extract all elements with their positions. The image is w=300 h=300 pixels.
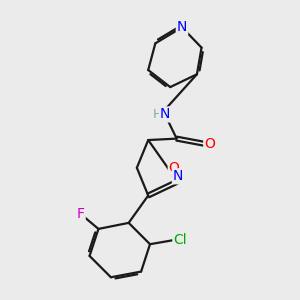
Text: N: N — [160, 107, 170, 122]
Text: O: O — [204, 136, 215, 151]
Text: N: N — [177, 20, 187, 34]
Text: H: H — [152, 108, 162, 121]
Text: F: F — [77, 207, 85, 221]
Text: Cl: Cl — [173, 232, 187, 247]
Text: N: N — [173, 169, 183, 183]
Text: O: O — [169, 161, 180, 175]
